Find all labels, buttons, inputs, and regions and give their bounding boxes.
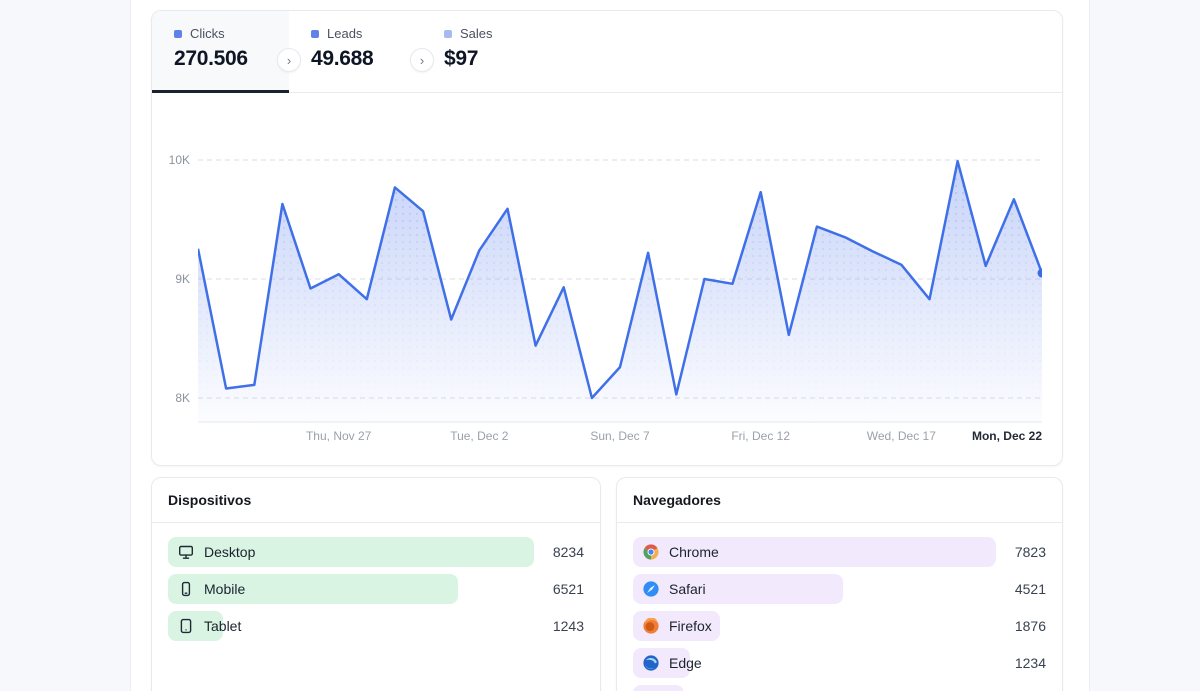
list-item-label: Mobile — [204, 581, 246, 597]
browsers-card-title: Navegadores — [633, 492, 721, 508]
value-bar — [633, 537, 997, 567]
x-tick-label: Mon, Dec 22 — [971, 429, 1042, 443]
area-dot-texture — [198, 161, 1042, 422]
metric-tabs: Clicks 270.506 Leads 49.688 Sales — [152, 11, 1062, 93]
last-point-dot — [1037, 268, 1042, 278]
value-bar — [633, 574, 844, 604]
list-item-edge: Edge 1234 — [633, 648, 1046, 678]
y-tick-label: 9K — [175, 272, 190, 286]
list-item-safari: Safari 4521 — [633, 574, 1046, 604]
tab-leads-label: Leads — [327, 26, 363, 41]
safari-icon — [643, 581, 659, 597]
x-tick-label: Tue, Dec 2 — [450, 429, 509, 443]
devices-card-header: Dispositivos — [152, 478, 600, 523]
list-item-value: 4521 — [1014, 581, 1046, 597]
chevron-right-icon[interactable]: › — [410, 48, 434, 72]
clicks-series-icon — [174, 29, 182, 38]
edge-icon — [643, 655, 659, 671]
x-tick-label: Thu, Nov 27 — [305, 429, 372, 443]
list-item-chrome: Chrome 7823 — [633, 537, 1046, 567]
list-item-desktop: Desktop 8234 — [168, 537, 584, 567]
devices-card-title: Dispositivos — [168, 492, 252, 508]
value-bar — [168, 537, 535, 567]
firefox-icon — [643, 618, 659, 634]
chrome-icon — [643, 544, 659, 560]
sales-series-icon — [444, 29, 452, 38]
mobile-icon — [178, 581, 194, 597]
list-item-mobile: Mobile 6521 — [168, 574, 584, 604]
metrics-chart-card: Clicks 270.506 Leads 49.688 Sales — [151, 10, 1063, 466]
list-item-label: Edge — [669, 655, 702, 671]
desktop-icon — [178, 544, 194, 560]
x-tick-label: Wed, Dec 17 — [866, 429, 936, 443]
list-item-firefox: Firefox 1876 — [633, 611, 1046, 641]
list-item-label: Firefox — [669, 618, 712, 634]
tab-sales-label: Sales — [460, 26, 493, 41]
y-tick-label: 10K — [168, 153, 190, 167]
value-bar — [168, 574, 458, 604]
list-item-value: 1876 — [1014, 618, 1046, 634]
x-tick-label: Fri, Dec 12 — [731, 429, 790, 443]
tab-leads-value: 49.688 — [311, 47, 374, 70]
leads-series-icon — [311, 29, 319, 38]
devices-list: Desktop 8234 Mobile 6521 Tablet 1243 — [152, 523, 600, 641]
list-item-tablet: Tablet 1243 — [168, 611, 584, 641]
list-item-value: 1234 — [1014, 655, 1046, 671]
tab-clicks-value: 270.506 — [174, 47, 248, 70]
tab-leads[interactable]: Leads 49.688 — [289, 11, 422, 92]
chevron-right-icon[interactable]: › — [277, 48, 301, 72]
list-item-value: 8234 — [552, 544, 584, 560]
tab-sales[interactable]: Sales $97 — [422, 11, 555, 92]
clicks-series — [198, 159, 1042, 422]
breakdown-cards-row: Dispositivos Desktop 8234 Mobile 6521 Tablet… — [151, 477, 1063, 691]
main-content-column: Clicks 270.506 Leads 49.688 Sales — [130, 0, 1090, 691]
list-item-label: Desktop — [204, 544, 256, 560]
value-bar — [633, 685, 685, 691]
area-chart-canvas — [198, 159, 1042, 423]
x-tick-label: Sun, Dec 7 — [590, 429, 650, 443]
tab-clicks[interactable]: Clicks 270.506 — [152, 11, 289, 93]
browsers-list: Chrome 7823 Safari 4521 Firefox 1876 Edge 1234 — [617, 523, 1062, 691]
value-bar — [168, 611, 224, 641]
trend-line — [198, 159, 1042, 400]
browsers-card-header: Navegadores — [617, 478, 1062, 523]
tab-clicks-label: Clicks — [190, 26, 225, 41]
list-item-label: Safari — [669, 581, 706, 597]
tablet-icon — [178, 618, 194, 634]
list-item-value: 7823 — [1014, 544, 1046, 560]
list-item-value: 6521 — [552, 581, 584, 597]
list-item-label: Chrome — [669, 544, 719, 560]
clicks-trend-chart[interactable]: 10K 9K 8K Thu, Nov 27 Tue, Dec 2 Sun, Dec 7 F… — [152, 93, 1062, 465]
tab-sales-value: $97 — [444, 47, 479, 70]
list-item-value: 1243 — [552, 618, 584, 634]
y-tick-label: 8K — [175, 391, 190, 405]
value-bar — [633, 648, 691, 678]
browsers-card: Navegadores Chrome 7823 Safari 4521 Firefox 1… — [616, 477, 1063, 691]
list-item-label: Tablet — [204, 618, 242, 634]
devices-card: Dispositivos Desktop 8234 Mobile 6521 Tablet… — [151, 477, 601, 691]
active-tab-indicator — [152, 90, 289, 93]
list-item-partial — [633, 685, 1046, 691]
